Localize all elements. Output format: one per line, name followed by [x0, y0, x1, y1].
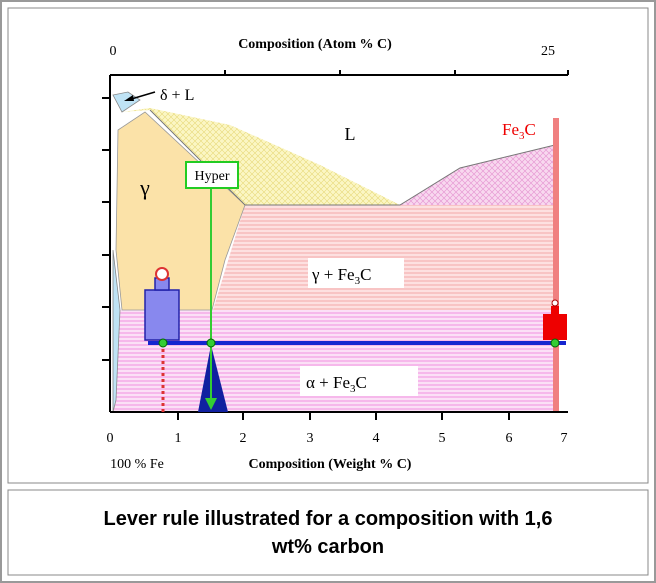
top-axis-title: Composition (Atom % C): [238, 37, 392, 52]
bottom-tick-label: 4: [373, 431, 380, 446]
label-part: γ + Fe: [311, 265, 355, 284]
bottom-tick-label: 6: [506, 431, 513, 446]
origin-note: 100 % Fe: [110, 457, 164, 472]
caption: Lever rule illustrated for a composition…: [104, 508, 553, 530]
region-label: γ: [139, 175, 150, 200]
label-part: α + Fe: [306, 373, 350, 392]
region-label: Fe3C: [502, 120, 536, 142]
bottom-tick-label: 5: [439, 431, 446, 446]
caption: wt% carbon: [271, 536, 384, 558]
label-part: C: [525, 120, 536, 139]
bottom-axis-title: Composition (Weight % C): [249, 457, 412, 472]
bottom-tick-label: 2: [240, 431, 247, 446]
top-tick-label: 0: [110, 44, 117, 59]
bottom-tick-label: 3: [307, 431, 314, 446]
figure: Composition (Atom % C) 0 25 0 1 2 3 4 5 …: [0, 0, 656, 583]
region-label: L: [345, 124, 356, 144]
label-part: C: [360, 265, 371, 284]
bottom-tick-label: 7: [561, 431, 568, 446]
bottom-tick-label: 0: [107, 431, 114, 446]
caption-panel: [8, 490, 648, 575]
region-label: α + Fe3C: [306, 373, 367, 395]
marker-label: Hyper: [195, 169, 230, 184]
label-part: C: [356, 373, 367, 392]
bottom-tick-label: 1: [175, 431, 182, 446]
region-label: δ + L: [160, 87, 194, 104]
label-part: Fe: [502, 120, 519, 139]
top-tick-label: 25: [541, 44, 555, 59]
region-label: γ + Fe3C: [311, 265, 371, 287]
